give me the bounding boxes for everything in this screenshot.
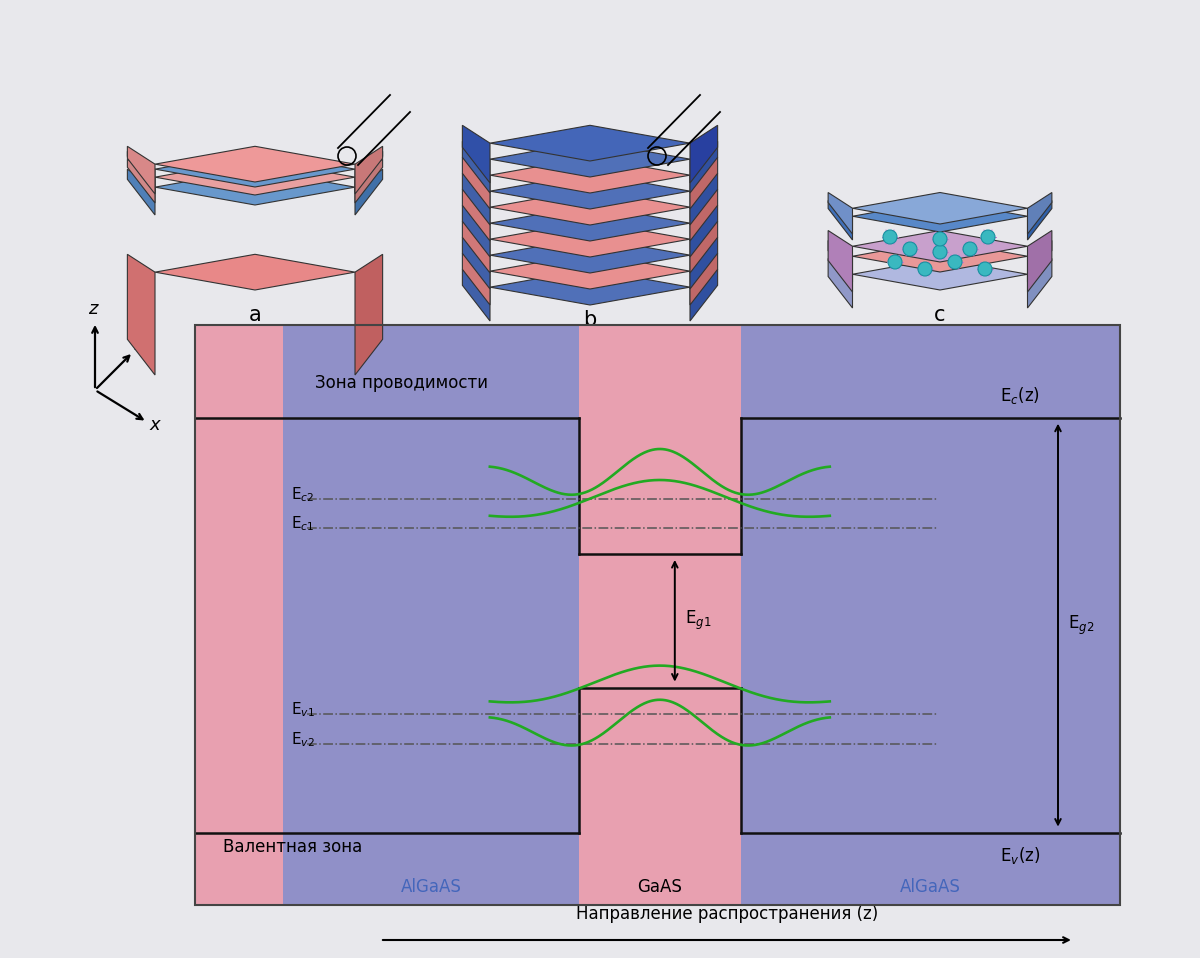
Text: Валентная зона: Валентная зона <box>223 838 362 856</box>
Polygon shape <box>690 141 718 193</box>
Circle shape <box>934 245 947 259</box>
Polygon shape <box>462 141 490 193</box>
Polygon shape <box>852 200 1027 232</box>
Text: x: x <box>150 416 161 434</box>
Bar <box>283 325 578 905</box>
Text: E$_{c2}$: E$_{c2}$ <box>290 486 314 504</box>
Text: y: y <box>134 332 145 350</box>
Circle shape <box>934 232 947 246</box>
Polygon shape <box>155 254 355 290</box>
Text: E$_c$(z): E$_c$(z) <box>1000 385 1040 406</box>
Polygon shape <box>127 159 155 203</box>
Bar <box>194 325 283 905</box>
Circle shape <box>918 262 932 276</box>
Polygon shape <box>127 254 155 375</box>
Polygon shape <box>155 159 355 195</box>
Text: AlGaAS: AlGaAS <box>401 878 461 896</box>
Polygon shape <box>355 151 383 192</box>
Text: E$_{v1}$: E$_{v1}$ <box>290 700 314 718</box>
Polygon shape <box>462 157 490 209</box>
Polygon shape <box>490 141 690 177</box>
Polygon shape <box>155 151 355 187</box>
Polygon shape <box>490 125 690 161</box>
Text: Зона проводимости: Зона проводимости <box>316 374 488 392</box>
Polygon shape <box>690 269 718 321</box>
Circle shape <box>948 255 962 269</box>
Polygon shape <box>462 238 490 289</box>
Polygon shape <box>1027 193 1052 234</box>
Text: b: b <box>583 310 596 330</box>
Polygon shape <box>852 231 1027 262</box>
Text: E$_{g1}$: E$_{g1}$ <box>685 609 712 632</box>
Polygon shape <box>828 240 852 282</box>
Polygon shape <box>462 221 490 273</box>
Polygon shape <box>1027 259 1052 308</box>
Polygon shape <box>490 190 690 225</box>
Polygon shape <box>690 125 718 183</box>
Polygon shape <box>828 231 852 292</box>
Polygon shape <box>127 151 155 192</box>
Polygon shape <box>490 253 690 289</box>
Text: Направление распространения (z): Направление распространения (z) <box>576 905 878 923</box>
Bar <box>194 325 1120 905</box>
Polygon shape <box>355 170 383 215</box>
Polygon shape <box>1027 200 1052 240</box>
Text: z: z <box>89 300 97 318</box>
Polygon shape <box>490 173 690 209</box>
Polygon shape <box>690 253 718 305</box>
Polygon shape <box>828 200 852 240</box>
Circle shape <box>982 230 995 244</box>
Polygon shape <box>490 205 690 241</box>
Polygon shape <box>355 147 383 194</box>
Polygon shape <box>355 159 383 203</box>
Circle shape <box>904 242 917 256</box>
Polygon shape <box>690 238 718 289</box>
Polygon shape <box>828 259 852 308</box>
Text: E$_{c1}$: E$_{c1}$ <box>290 514 314 534</box>
Polygon shape <box>690 173 718 225</box>
Bar <box>578 325 740 905</box>
Circle shape <box>978 262 992 276</box>
Text: E$_v$(z): E$_v$(z) <box>1000 845 1040 865</box>
Polygon shape <box>127 170 155 215</box>
Polygon shape <box>690 157 718 209</box>
Polygon shape <box>852 193 1027 224</box>
Bar <box>740 325 1120 905</box>
Polygon shape <box>1027 240 1052 282</box>
Polygon shape <box>462 190 490 241</box>
Polygon shape <box>490 269 690 305</box>
Polygon shape <box>462 173 490 225</box>
Text: AlGaAS: AlGaAS <box>900 878 961 896</box>
Polygon shape <box>690 205 718 257</box>
Polygon shape <box>490 238 690 273</box>
Polygon shape <box>355 254 383 375</box>
Polygon shape <box>462 253 490 305</box>
Polygon shape <box>490 157 690 193</box>
Polygon shape <box>690 190 718 241</box>
Polygon shape <box>852 240 1027 272</box>
Polygon shape <box>127 147 155 194</box>
Polygon shape <box>462 205 490 257</box>
Text: E$_{v2}$: E$_{v2}$ <box>290 730 314 749</box>
Text: c: c <box>935 305 946 325</box>
Polygon shape <box>852 259 1027 290</box>
Text: a: a <box>248 305 262 325</box>
Text: GaAS: GaAS <box>637 878 683 896</box>
Polygon shape <box>155 170 355 205</box>
Polygon shape <box>462 125 490 183</box>
Polygon shape <box>828 193 852 234</box>
Circle shape <box>883 230 898 244</box>
Text: E$_{g2}$: E$_{g2}$ <box>1068 613 1094 637</box>
Polygon shape <box>690 221 718 273</box>
Circle shape <box>888 255 902 269</box>
Polygon shape <box>490 221 690 257</box>
Polygon shape <box>1027 231 1052 292</box>
Polygon shape <box>155 147 355 182</box>
Circle shape <box>964 242 977 256</box>
Polygon shape <box>462 269 490 321</box>
